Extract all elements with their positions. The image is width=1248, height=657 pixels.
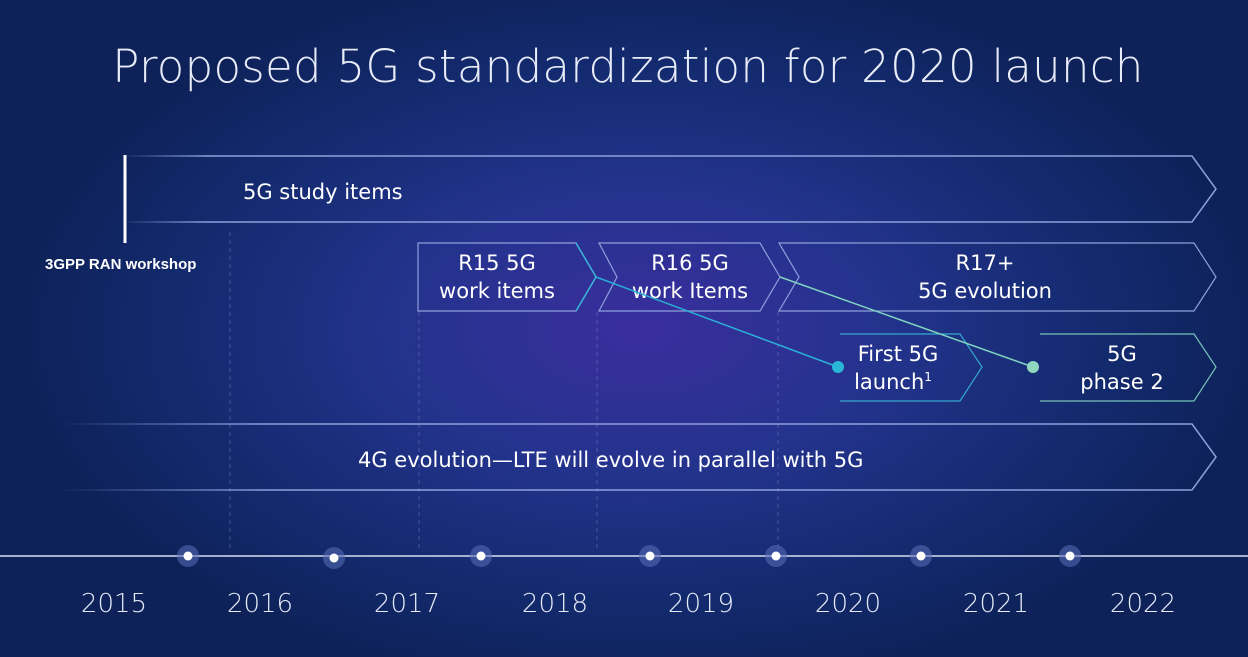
phase2-line2: phase 2 — [1080, 370, 1163, 394]
timeline-nodes — [177, 545, 1081, 569]
first-launch-line2: launch1 — [854, 370, 932, 394]
r16-label-line1: R16 5G — [651, 251, 729, 275]
year-label-2020: 2020 — [815, 589, 881, 619]
page-title: Proposed 5G standardization for 2020 lau… — [112, 40, 1144, 93]
first-launch-line2-text: launch — [854, 370, 924, 394]
r16-label-line2: work Items — [632, 279, 748, 303]
r17-label-line1: R17+ — [956, 251, 1015, 275]
phase2-box — [1040, 333, 1217, 402]
r17-evolution-box — [777, 242, 1217, 312]
year-label-2015: 2015 — [81, 589, 147, 619]
first-launch-line1: First 5G — [858, 342, 939, 366]
year-label-2017: 2017 — [374, 589, 440, 619]
lte-evolution-label: 4G evolution—LTE will evolve in parallel… — [358, 448, 863, 472]
workshop-label: 3GPP RAN workshop — [45, 256, 196, 273]
year-label-2022: 2022 — [1110, 589, 1176, 619]
phase2-line1: 5G — [1107, 342, 1137, 366]
year-labels: 2015 2016 2017 2018 2019 2020 2021 2022 — [81, 589, 1176, 619]
launch-dot — [832, 361, 844, 373]
year-label-2021: 2021 — [963, 589, 1029, 619]
year-label-2018: 2018 — [522, 589, 588, 619]
timeline-node — [639, 545, 661, 567]
r15-to-launch-connector — [595, 276, 839, 368]
phase2-dot — [1027, 361, 1039, 373]
timeline-node — [910, 545, 932, 567]
timeline-node — [765, 545, 787, 567]
timeline-node — [177, 545, 199, 567]
timeline-node — [1059, 545, 1081, 567]
timeline-node — [470, 545, 492, 567]
year-label-2016: 2016 — [227, 589, 293, 619]
lte-evolution-bar — [60, 423, 1217, 491]
r15-accent-edge — [575, 242, 597, 312]
r16-work-items-box — [598, 242, 781, 312]
r16-to-phase2-connector — [779, 276, 1034, 368]
footnote-marker: 1 — [924, 370, 932, 384]
year-dividers — [229, 232, 779, 552]
study-items-label: 5G study items — [243, 180, 403, 204]
first-launch-box — [840, 333, 983, 402]
r15-label-line2: work items — [439, 279, 555, 303]
year-label-2019: 2019 — [668, 589, 734, 619]
r15-label-line1: R15 5G — [458, 251, 536, 275]
study-items-bar — [120, 155, 1217, 223]
r17-label-line2: 5G evolution — [918, 279, 1052, 303]
timeline-node — [323, 547, 345, 569]
